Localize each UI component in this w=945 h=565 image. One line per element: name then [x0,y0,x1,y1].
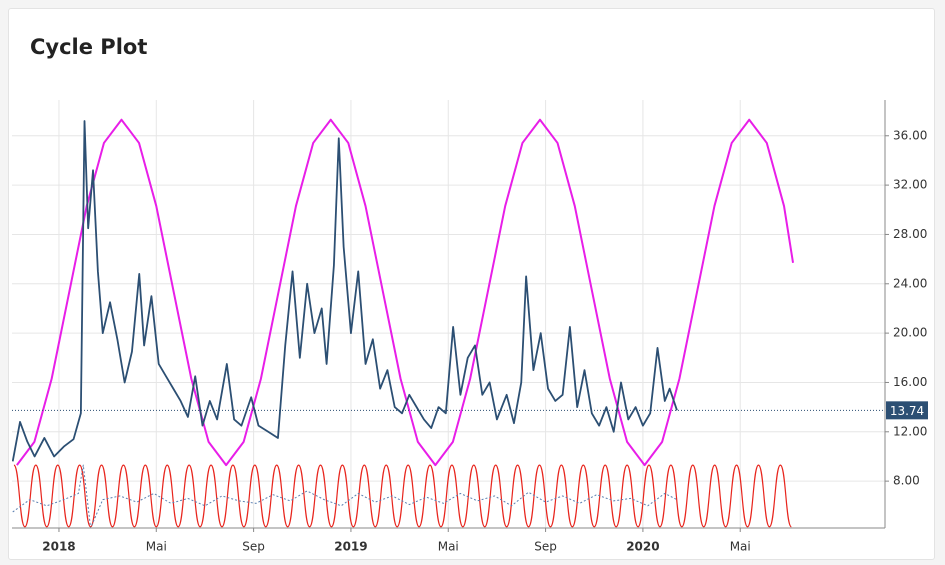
series-line [16,118,795,467]
x-tick-label: Mai [146,540,167,554]
x-tick-label: Mai [438,540,459,554]
y-tick-label: 24.00 [893,276,927,290]
grid [12,100,885,528]
last-value-label: 13.74 [890,404,924,418]
chart-title: Cycle Plot [30,35,147,59]
x-tick-label: 2019 [334,540,367,554]
series-line [13,464,792,528]
y-tick-label: 28.00 [893,227,927,241]
x-tick-label: Mai [730,540,751,554]
y-tick-label: 16.00 [893,375,927,389]
series-line [12,120,678,462]
plot-area [12,118,885,528]
x-tick-label: Sep [534,540,557,554]
y-tick-label: 12.00 [893,424,927,438]
y-tick-label: 32.00 [893,178,927,192]
y-tick-label: 8.00 [893,474,920,488]
x-tick-label: Sep [242,540,265,554]
axes: 8.00 12.00 16.00 20.00 24.00 28.00 32.00 36.00 2… [42,128,928,554]
y-tick-label: 20.00 [893,326,927,340]
x-tick-label: 2018 [42,540,75,554]
x-tick-label: 2020 [626,540,659,554]
y-tick-label: 36.00 [893,128,927,142]
last-value-box [886,401,928,420]
